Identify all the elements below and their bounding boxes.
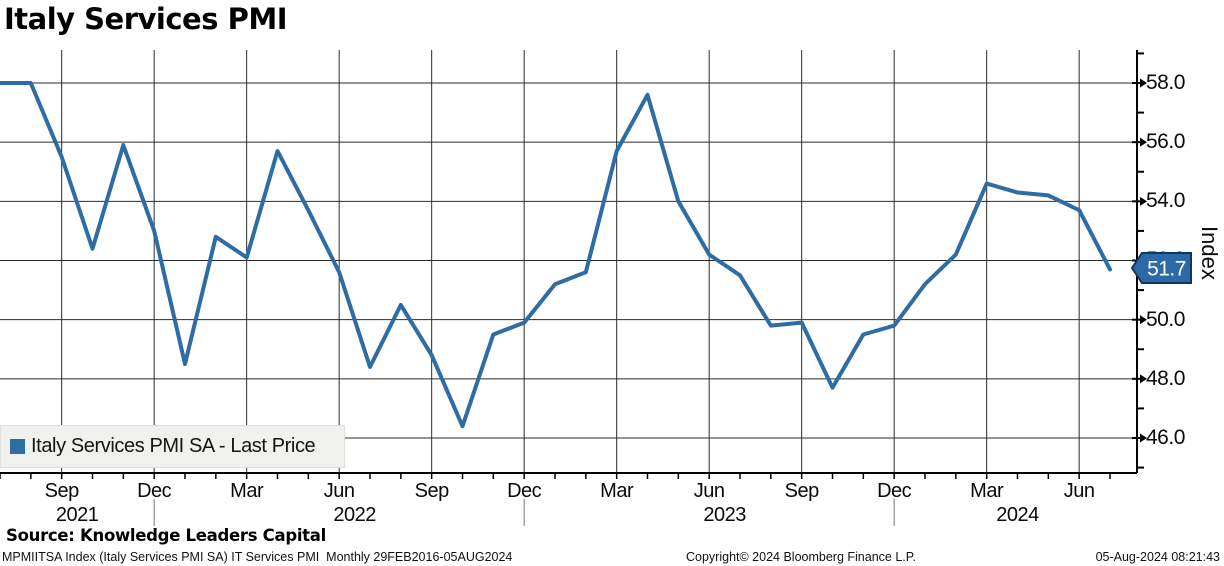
y-tick-label: 50.0	[1146, 307, 1185, 331]
x-tick-label: Dec	[507, 480, 542, 502]
last-price-badge-shape	[1130, 252, 1192, 284]
x-tick-label: Mar	[600, 480, 634, 502]
y-tick-label: 56.0	[1146, 130, 1185, 154]
source-line: Source: Knowledge Leaders Capital	[6, 526, 326, 545]
x-tick-label: Sep	[784, 480, 820, 502]
y-tick-arrow-icon	[1140, 433, 1147, 443]
footer-copyright: Copyright© 2024 Bloomberg Finance L.P.	[686, 550, 916, 564]
legend[interactable]: Italy Services PMI SA - Last Price	[0, 425, 345, 468]
legend-series-swatch-icon	[10, 439, 25, 454]
x-tick-label: Sep	[414, 480, 450, 502]
x-tick-label: Sep	[44, 480, 80, 502]
legend-label: Italy Services PMI SA - Last Price	[31, 435, 316, 457]
last-price-badge-value: 51.7	[1147, 258, 1186, 281]
x-tick-label: Dec	[877, 480, 912, 502]
y-axis-title: Index	[1197, 226, 1222, 280]
y-tick-arrow-icon	[1140, 78, 1147, 88]
footer-timestamp: 05-Aug-2024 08:21:43	[1095, 550, 1220, 564]
x-tick-label: Jun	[693, 480, 725, 502]
x-tick-label: Mar	[230, 480, 264, 502]
x-tick-label: Mar	[970, 480, 1004, 502]
last-price-badge: 51.7	[1130, 252, 1192, 284]
y-tick-label: 46.0	[1146, 425, 1185, 449]
footer-ticker-info: MPMIITSA Index (Italy Services PMI SA) I…	[2, 550, 513, 564]
y-tick-arrow-icon	[1140, 374, 1147, 384]
y-tick-label: 54.0	[1146, 189, 1185, 213]
pmi-series-line	[0, 81, 1112, 429]
y-tick-label: 48.0	[1146, 366, 1185, 390]
x-tick-label: Dec	[137, 480, 172, 502]
x-year-label: 2021	[55, 504, 99, 526]
x-year-label: 2022	[333, 504, 376, 526]
x-year-label: 2024	[996, 504, 1039, 526]
chart-title: Italy Services PMI	[4, 2, 287, 36]
y-tick-label: 58.0	[1146, 71, 1185, 94]
x-tick-label: Jun	[323, 480, 355, 502]
y-tick-arrow-icon	[1140, 196, 1147, 206]
x-tick-label: Jun	[1063, 480, 1095, 502]
x-year-label: 2023	[703, 504, 746, 526]
y-tick-arrow-icon	[1140, 315, 1147, 325]
y-tick-arrow-icon	[1140, 137, 1147, 147]
